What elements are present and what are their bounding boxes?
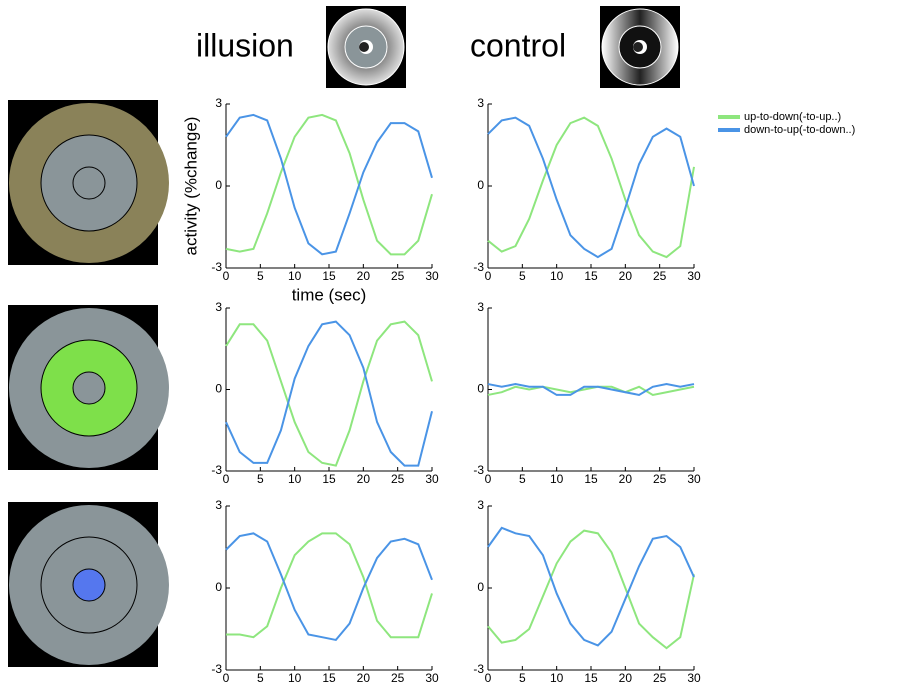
series-line	[488, 118, 694, 257]
x-tick-label: 10	[288, 472, 302, 486]
column-title: illusion	[196, 27, 294, 63]
x-tick-label: 10	[288, 671, 302, 685]
x-tick-label: 20	[357, 671, 371, 685]
x-tick-label: 25	[653, 472, 667, 486]
x-tick-label: 30	[425, 671, 439, 685]
stimulus-panel	[8, 502, 169, 667]
x-tick-label: 20	[619, 269, 633, 283]
x-tick-label: 30	[687, 472, 701, 486]
x-tick-label: 15	[584, 472, 598, 486]
y-tick-label: -3	[211, 463, 222, 477]
y-tick-label: -3	[473, 260, 484, 274]
y-tick-label: -3	[473, 463, 484, 477]
x-tick-label: 20	[357, 269, 371, 283]
x-tick-label: 10	[550, 671, 564, 685]
stimulus-icon	[326, 6, 406, 88]
y-tick-label: 3	[215, 96, 222, 110]
x-tick-label: 0	[223, 671, 230, 685]
y-tick-label: -3	[211, 260, 222, 274]
x-tick-label: 20	[357, 472, 371, 486]
stimulus-icon	[600, 6, 680, 88]
y-tick-label: 3	[215, 498, 222, 512]
y-tick-label: 3	[477, 498, 484, 512]
x-tick-label: 10	[550, 269, 564, 283]
series-line	[226, 115, 432, 254]
y-tick-label: -3	[211, 662, 222, 676]
x-tick-label: 0	[223, 269, 230, 283]
legend-label: up-to-down(-to-up..)	[744, 111, 841, 123]
x-tick-label: 0	[485, 671, 492, 685]
x-tick-label: 30	[687, 269, 701, 283]
x-tick-label: 5	[519, 472, 526, 486]
series-line	[226, 533, 432, 637]
y-tick-label: 0	[215, 382, 222, 396]
x-tick-label: 25	[653, 671, 667, 685]
x-tick-label: 15	[322, 269, 336, 283]
x-tick-label: 10	[288, 269, 302, 283]
y-tick-label: 3	[477, 300, 484, 314]
x-tick-label: 10	[550, 472, 564, 486]
x-tick-label: 25	[391, 472, 405, 486]
y-tick-label: 0	[477, 178, 484, 192]
x-tick-label: 15	[584, 269, 598, 283]
x-tick-label: 25	[391, 671, 405, 685]
x-tick-label: 25	[653, 269, 667, 283]
y-tick-label: 0	[215, 178, 222, 192]
series-line	[226, 533, 432, 640]
figure: illusion control -303051015202530activit…	[0, 0, 899, 686]
x-tick-label: 20	[619, 472, 633, 486]
y-tick-label: 0	[477, 580, 484, 594]
x-tick-label: 20	[619, 671, 633, 685]
x-tick-label: 0	[223, 472, 230, 486]
series-line	[226, 322, 432, 466]
series-line	[226, 115, 432, 254]
stimulus-panel	[8, 100, 169, 265]
x-tick-label: 30	[425, 472, 439, 486]
series-line	[488, 387, 694, 395]
stimulus-panel	[8, 305, 169, 470]
x-tick-label: 30	[425, 269, 439, 283]
y-tick-label: 0	[477, 382, 484, 396]
x-axis-label: time (sec)	[292, 285, 367, 304]
series-line	[488, 528, 694, 646]
column-title: control	[470, 27, 566, 63]
legend-label: down-to-up(-to-down..)	[744, 124, 855, 136]
y-tick-label: 3	[477, 96, 484, 110]
x-tick-label: 0	[485, 472, 492, 486]
y-axis-label: activity (%change)	[181, 117, 200, 256]
y-tick-label: 3	[215, 300, 222, 314]
x-tick-label: 5	[257, 472, 264, 486]
series-line	[226, 322, 432, 466]
y-tick-label: 0	[215, 580, 222, 594]
x-tick-label: 15	[584, 671, 598, 685]
x-tick-label: 0	[485, 269, 492, 283]
x-tick-label: 5	[257, 671, 264, 685]
series-line	[488, 531, 694, 649]
x-tick-label: 30	[687, 671, 701, 685]
x-tick-label: 25	[391, 269, 405, 283]
series-line	[488, 118, 694, 257]
x-tick-label: 5	[257, 269, 264, 283]
x-tick-label: 5	[519, 671, 526, 685]
y-tick-label: -3	[473, 662, 484, 676]
x-tick-label: 15	[322, 472, 336, 486]
x-tick-label: 15	[322, 671, 336, 685]
x-tick-label: 5	[519, 269, 526, 283]
